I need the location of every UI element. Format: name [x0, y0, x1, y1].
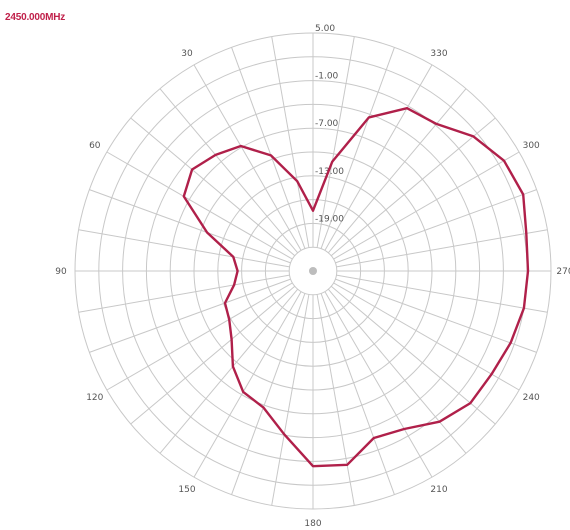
angle-tick-label: 150 [178, 485, 195, 495]
grid-spoke [78, 229, 290, 268]
grid-spoke [231, 47, 306, 249]
angle-tick-label: 210 [430, 485, 447, 495]
radial-tick-label: 5.00 [315, 24, 335, 34]
grid-spoke [324, 291, 433, 478]
grid-spoke [336, 229, 548, 268]
radial-tick-label: -7.00 [315, 119, 339, 129]
center-dot [309, 267, 317, 275]
radial-tick-label: -13.00 [315, 167, 344, 177]
angle-tick-label: 330 [430, 49, 447, 59]
angle-tick-label: 120 [86, 393, 103, 403]
grid-spoke [78, 274, 290, 313]
pattern-trace-group [182, 107, 530, 468]
grid-spoke [327, 288, 467, 454]
grid-spoke [193, 291, 302, 478]
axis-labels: 30 60 90 120 150 180 210 240 270 300 330 5.00 -1.00 -… [55, 24, 570, 529]
grid-spoke [159, 88, 299, 254]
grid-spoke [320, 47, 395, 249]
angle-tick-label: 180 [304, 519, 321, 529]
grid-spoke [335, 278, 537, 353]
angle-tick-label: 90 [55, 267, 67, 277]
grid-spoke [231, 293, 306, 495]
angle-tick-label: 270 [556, 267, 570, 277]
angle-tick-label: 300 [523, 141, 540, 151]
grid-spoke [159, 288, 299, 454]
grid-spoke [333, 151, 520, 260]
grid-spoke [316, 294, 355, 506]
grid-spoke [330, 285, 496, 425]
frequency-label: 2450.000MHz [5, 12, 66, 23]
radial-tick-label: -19.00 [315, 214, 344, 224]
angle-tick-label: 60 [89, 141, 101, 151]
grid-spoke [193, 64, 302, 251]
grid-spoke [324, 64, 433, 251]
angle-tick-label: 30 [181, 49, 193, 59]
grid-spoke [89, 189, 291, 264]
grid-spoke [89, 278, 291, 353]
grid-spoke [271, 36, 310, 248]
angle-tick-label: 240 [523, 393, 540, 403]
grid-spoke [327, 88, 467, 254]
grid-spoke [106, 282, 293, 391]
polar-grid [74, 32, 552, 510]
pattern-trace [182, 107, 530, 468]
grid-spoke [130, 117, 296, 257]
grid-spoke [335, 189, 537, 264]
grid-spoke [333, 282, 520, 391]
grid-spoke [320, 293, 395, 495]
radial-tick-label: -1.00 [315, 72, 339, 82]
grid-spoke [271, 294, 310, 506]
grid-spoke [106, 151, 293, 260]
grid-spoke [316, 36, 355, 248]
grid-spoke [330, 117, 496, 257]
grid-spoke [336, 274, 548, 313]
grid-spoke [130, 285, 296, 425]
